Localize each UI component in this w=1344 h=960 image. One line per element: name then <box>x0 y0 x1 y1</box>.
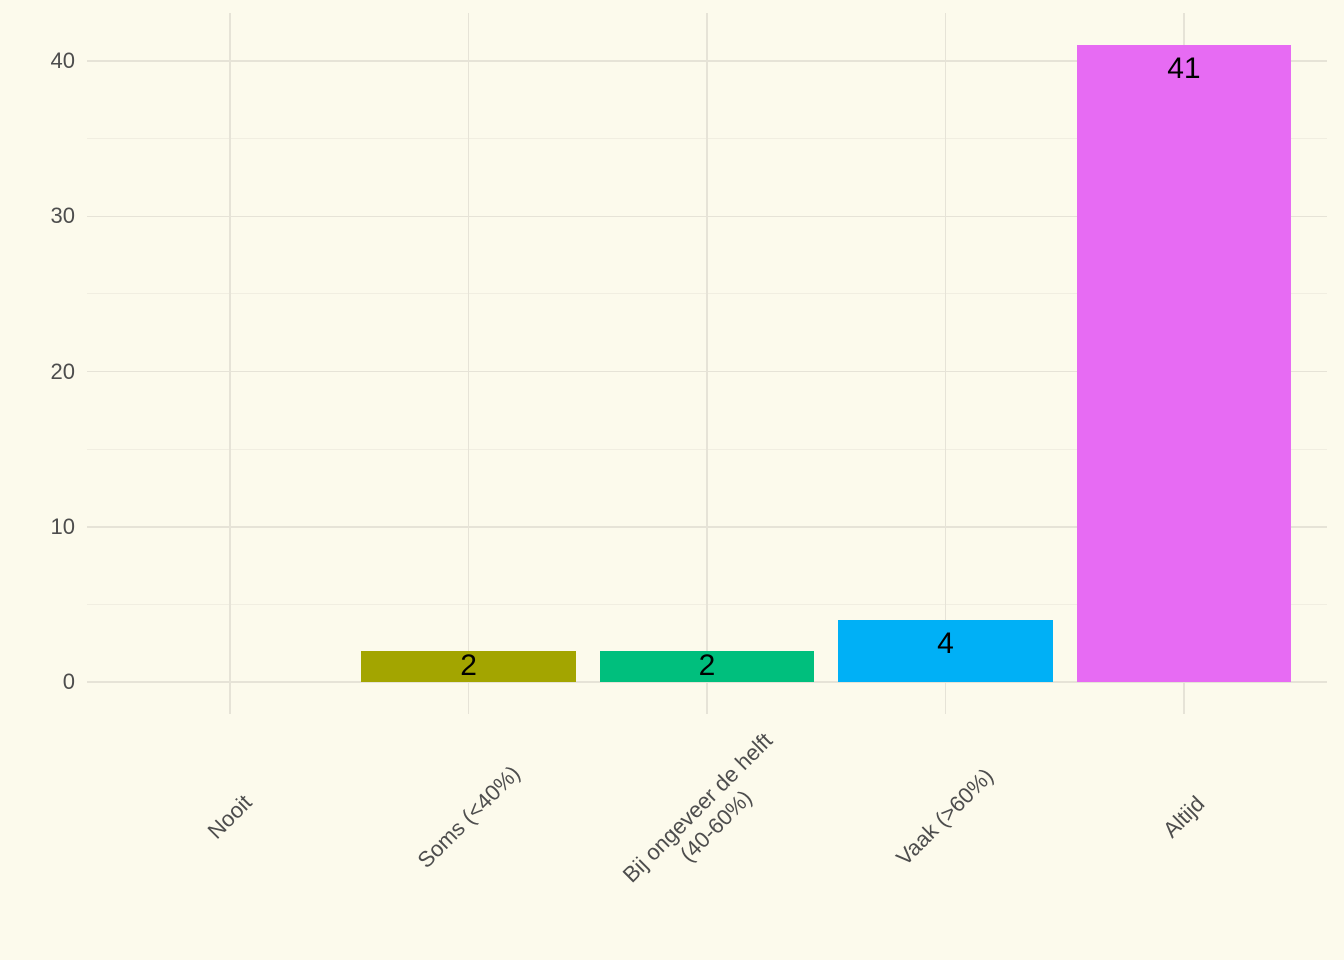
y-axis-tick-30: 30 <box>50 203 75 229</box>
y-axis-tick-0: 0 <box>62 669 75 694</box>
bar-value-label-altijd: 41 <box>1167 52 1201 86</box>
bar-altijd <box>1076 45 1292 682</box>
x-axis-label-altijd: Altijd <box>1157 790 1210 843</box>
y-axis-tick-10: 10 <box>50 513 75 539</box>
x-axis-label-bij-ongeveer-de-helft-40-60: Bij ongeveer de helft (40-60%) <box>617 727 778 888</box>
x-axis-label-soms-40: Soms (<40%) <box>412 760 525 873</box>
bar-value-label-vaak-60: 4 <box>937 626 954 660</box>
gridline-x-vaak-60 <box>944 13 947 714</box>
bar-bij-ongeveer-de-helft-40-60 <box>599 650 815 682</box>
bar-value-label-bij-ongeveer-de-helft-40-60: 2 <box>698 649 716 683</box>
bar-soms-40 <box>361 650 576 682</box>
y-axis-tick-20: 20 <box>50 358 75 384</box>
x-axis-label-vaak-60: Vaak (>60%) <box>891 763 999 871</box>
plot-panel <box>87 13 1327 714</box>
y-axis-tick-40: 40 <box>50 48 75 73</box>
x-axis-label-nooit: Nooit <box>202 789 257 844</box>
bar-vaak-60 <box>838 619 1053 682</box>
gridline-x-nooit <box>229 13 231 714</box>
gridline-x-soms-40 <box>467 13 470 714</box>
bar-value-label-soms-40: 2 <box>460 649 477 683</box>
gridline-x-bij-ongeveer-de-helft-40-60 <box>706 13 708 714</box>
